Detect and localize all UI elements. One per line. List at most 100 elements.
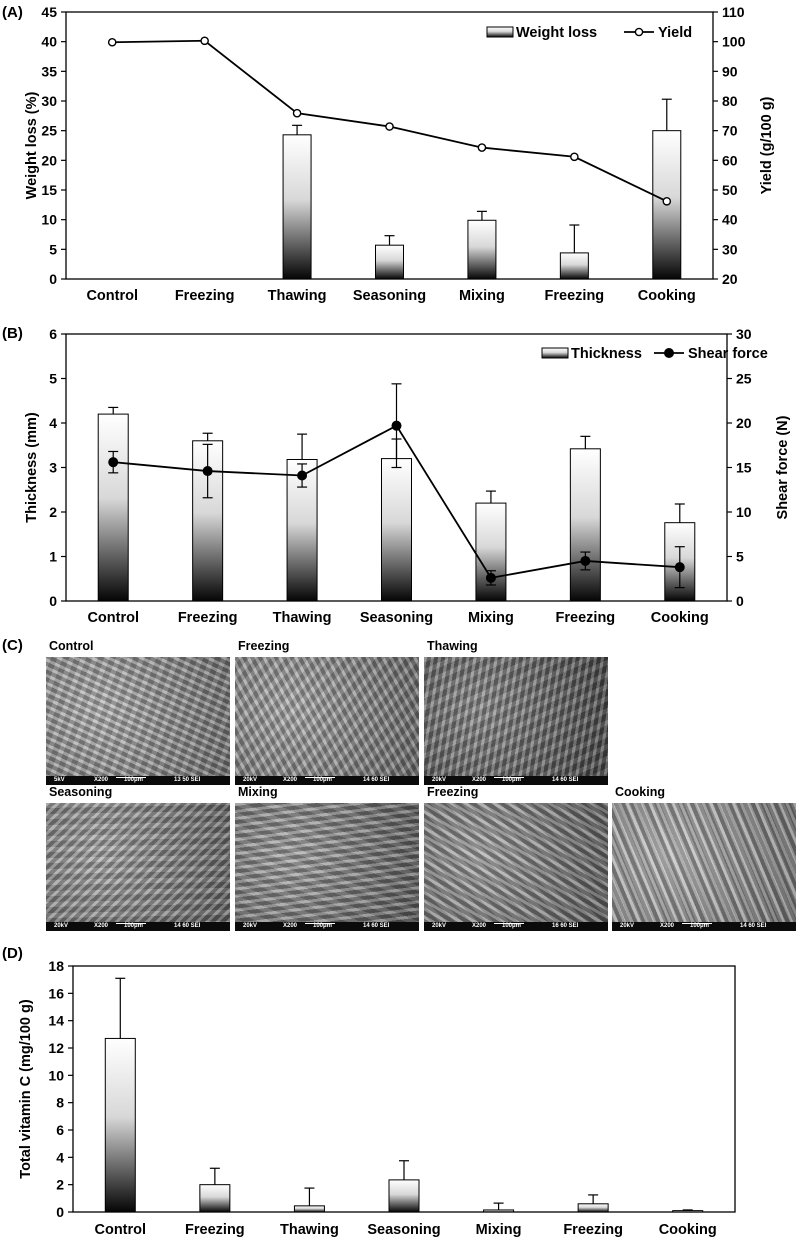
sem-magnification: X200 (94, 923, 109, 929)
chart-d-ylabel: Total vitamin C (mg/100 g) (18, 999, 34, 1179)
chart-d-category-label: Mixing (476, 1222, 522, 1238)
chart-a-y2tick-label: 40 (722, 212, 738, 228)
sem-scale-line (305, 777, 335, 778)
chart-a-y2tick-label: 70 (722, 123, 738, 139)
chart-a-legend-label: Weight loss (516, 25, 597, 41)
sem-scale-line (494, 923, 524, 924)
sem-micrograph-freezing: 20kV X200 100μm 16 60 SEI (424, 803, 608, 931)
chart-d-bar (104, 1037, 136, 1213)
chart-a-y2tick-label: 110 (722, 4, 745, 20)
sem-info-bar: 20kV X200 100μm 14 60 SEI (46, 922, 230, 931)
chart-d-category-label: Cooking (659, 1222, 717, 1238)
chart-a-ytick-label: 25 (41, 123, 57, 139)
chart-b-category-label: Control (87, 610, 139, 626)
chart-a-y2tick-label: 80 (722, 93, 738, 109)
chart-a-category-label: Seasoning (353, 288, 426, 304)
chart-b-y2tick-label: 25 (736, 371, 752, 387)
chart-d-bar (293, 1205, 325, 1213)
chart-d-ytick-label: 14 (48, 1013, 64, 1029)
chart-b-thickness-shear-force: 0 1 2 3 4 5 6 0 5 10 15 20 25 30 Thickness (mm) Shear f… (24, 326, 791, 626)
sem-scale: 100μm (124, 923, 144, 929)
chart-a-point (570, 152, 579, 162)
chart-a-ytick-label: 40 (41, 34, 57, 50)
chart-b-y2tick-label: 30 (736, 326, 752, 342)
chart-a-y2tick-label: 50 (722, 182, 738, 198)
chart-b-y2tick-label: 5 (736, 549, 744, 565)
chart-a-point (385, 122, 394, 131)
sem-label-cooking: Cooking (615, 785, 665, 799)
chart-a-weight-loss-yield: 0 5 10 15 20 25 30 35 40 45 20 30 40 50 60 70 80 90 100 110… (24, 4, 775, 304)
sem-info-bar: 20kV X200 100μm 14 60 SEI (235, 776, 419, 785)
chart-b-y2tick-label: 20 (736, 415, 752, 431)
chart-a-ytick-label: 35 (41, 63, 57, 79)
chart-a-ylabel: Weight loss (%) (24, 91, 40, 199)
sem-info: 16 60 SEI (552, 923, 579, 929)
sem-magnification: X200 (660, 923, 675, 929)
chart-a-bar (467, 219, 497, 280)
chart-a-category-label: Mixing (459, 288, 505, 304)
sem-scale: 100μm (124, 777, 144, 783)
sem-micrograph-cooking: 20kV X200 100μm 14 60 SEI (612, 803, 796, 931)
sem-label-freezing: Freezing (238, 639, 290, 653)
chart-d-ytick-label: 6 (56, 1122, 64, 1138)
chart-a-y2label: Yield (g/100 g) (759, 96, 775, 194)
chart-a-point (477, 143, 487, 152)
chart-b-legend-bar-swatch (541, 347, 569, 359)
chart-a-bar (282, 134, 312, 280)
sem-scale-line (494, 777, 524, 778)
chart-b-ytick-label: 2 (49, 504, 57, 520)
chart-b-category-label: Mixing (468, 610, 514, 626)
sem-info-bar: 5kV X200 100μm 13 50 SEI (46, 776, 230, 785)
chart-a-ytick-label: 0 (49, 271, 57, 287)
chart-b-point (202, 466, 213, 477)
chart-d-category-label: Seasoning (367, 1222, 440, 1238)
panel-c-letter: (C) (2, 637, 23, 654)
sem-voltage: 20kV (243, 923, 258, 929)
chart-a-ytick-label: 20 (41, 152, 57, 168)
chart-b-point (580, 555, 591, 566)
chart-a-legend-bar-swatch (486, 26, 514, 38)
chart-a-line-yield (112, 39, 668, 203)
sem-info-bar: 20kV X200 100μm 14 60 SEI (612, 922, 796, 931)
chart-b-point (108, 457, 119, 468)
chart-b-category-label: Freezing (556, 610, 616, 626)
chart-b-legend-label: Thickness (571, 346, 642, 362)
chart-a-ytick-label: 30 (41, 93, 57, 109)
sem-voltage: 20kV (54, 923, 69, 929)
chart-a-y2tick-label: 30 (722, 241, 738, 257)
chart-b-bar (381, 458, 412, 602)
sem-scale: 100μm (502, 777, 522, 783)
chart-d-bar (388, 1179, 420, 1213)
sem-magnification: X200 (472, 923, 487, 929)
chart-d-category-label: Control (95, 1222, 147, 1238)
chart-b-bar (569, 448, 601, 602)
chart-a-legend-marker (634, 27, 644, 37)
chart-b-point (674, 562, 685, 573)
chart-a-y2tick-label: 90 (722, 63, 738, 79)
chart-d-category-label: Freezing (185, 1222, 245, 1238)
chart-b-category-label: Thawing (273, 610, 332, 626)
chart-b-ytick-label: 0 (49, 593, 57, 609)
chart-b-bar (475, 502, 507, 602)
sem-scale: 100μm (313, 777, 333, 783)
sem-micrograph-control: 5kV X200 100μm 13 50 SEI (46, 657, 230, 785)
chart-b-y2tick-label: 10 (736, 504, 752, 520)
sem-label-mixing: Mixing (238, 785, 278, 799)
chart-a-category-label: Control (86, 288, 138, 304)
sem-info: 13 50 SEI (174, 777, 201, 783)
chart-a-y2tick-label: 20 (722, 271, 738, 287)
chart-a-y2tick-label: 60 (722, 152, 738, 168)
chart-d-total-vitamin-c: 0 2 4 6 8 10 12 14 16 18 Total vitamin C (mg/100 g… (18, 958, 736, 1238)
chart-b-ytick-label: 6 (49, 326, 57, 342)
chart-d-bar (483, 1209, 515, 1213)
sem-info-bar: 20kV X200 100μm 14 60 SEI (235, 922, 419, 931)
sem-magnification: X200 (94, 777, 109, 783)
chart-a-ytick-label: 15 (41, 182, 57, 198)
chart-d-ytick-label: 10 (48, 1067, 64, 1083)
chart-b-y2tick-label: 15 (736, 460, 752, 476)
chart-d-ytick-label: 16 (48, 985, 64, 1001)
panel-d-letter: (D) (2, 945, 23, 962)
chart-b-legend-marker (664, 348, 675, 359)
sem-scale-line (682, 923, 712, 924)
sem-info: 14 60 SEI (363, 777, 390, 783)
